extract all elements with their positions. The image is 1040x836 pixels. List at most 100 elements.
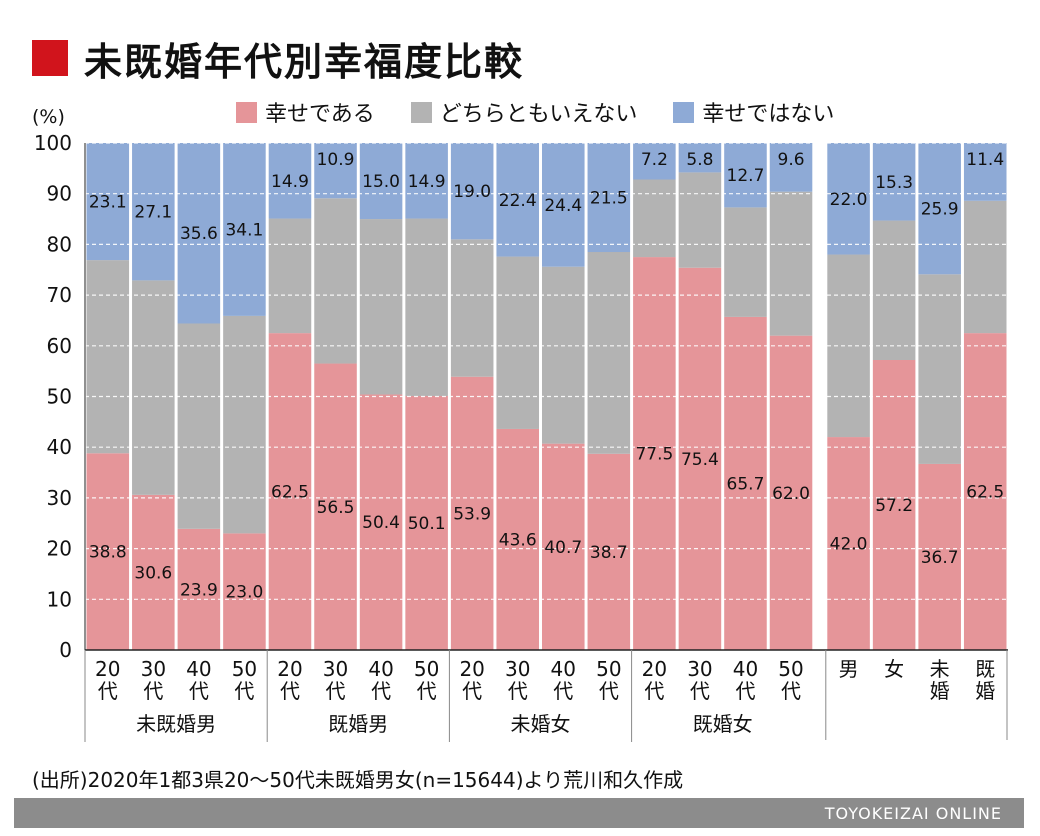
bar-segment-neutral (963, 200, 1007, 334)
y-tick-label: 10 (47, 587, 72, 611)
data-label-happy: 62.0 (772, 484, 810, 504)
data-label-unhappy: 23.1 (89, 193, 127, 213)
x-tick-label: 代 (462, 679, 482, 703)
data-label-unhappy: 35.6 (180, 224, 218, 244)
data-label-happy: 42.0 (830, 535, 868, 555)
x-tick-label: 20 (277, 657, 302, 681)
y-tick-label: 90 (47, 182, 72, 206)
bar-segment-neutral (450, 239, 494, 377)
bar-segment-happy (314, 363, 357, 650)
y-tick-label: 20 (47, 537, 72, 561)
x-tick-label: 代 (143, 679, 163, 703)
x-tick-label: 婚 (975, 679, 995, 703)
y-tick-label: 80 (47, 232, 72, 256)
bar-segment-unhappy (405, 143, 448, 219)
data-label-unhappy: 12.7 (727, 166, 765, 186)
bar-segment-neutral (268, 218, 312, 334)
bar-segment-unhappy (132, 143, 175, 281)
data-label-happy: 50.1 (408, 514, 446, 534)
bar-segment-happy (769, 335, 813, 650)
x-tick-label: 代 (644, 679, 664, 703)
title-block: 未既婚年代別幸福度比較 (32, 34, 524, 84)
legend-label-unhappy: 幸せではない (702, 102, 835, 127)
bar-segment-happy (827, 437, 870, 650)
data-label-unhappy: 7.2 (641, 150, 668, 170)
bar-segment-happy (963, 333, 1007, 650)
x-tick-label: 代 (508, 679, 528, 703)
legend-item-unhappy: 幸せではない (673, 96, 834, 128)
x-tick-label: 代 (735, 679, 755, 703)
data-label-happy: 30.6 (134, 563, 172, 583)
data-label-happy: 53.9 (453, 504, 491, 524)
x-tick-label: 代 (781, 679, 801, 703)
bar-segment-happy (587, 453, 631, 650)
bar-segment-neutral (678, 172, 722, 268)
data-label-unhappy: 9.6 (778, 150, 805, 170)
legend-item-neutral: どちらともいえない (410, 96, 637, 128)
bar-segment-unhappy (223, 143, 266, 316)
x-tick-label: 婚 (930, 679, 950, 703)
x-tick-label: 40 (368, 657, 393, 681)
x-tick-label: 代 (280, 679, 300, 703)
bar-segment-happy (724, 316, 767, 650)
group-label: 未婚女 (511, 712, 571, 736)
bar-segment-neutral (542, 266, 585, 444)
bar-segment-unhappy (314, 143, 357, 199)
bar-segment-happy (496, 428, 539, 650)
bar-segment-neutral (86, 260, 130, 454)
data-label-unhappy: 19.0 (453, 182, 491, 202)
x-tick-label: 40 (733, 657, 758, 681)
group-label: 未既婚男 (136, 712, 216, 736)
data-label-unhappy: 24.4 (544, 196, 582, 216)
bar-segment-neutral (769, 191, 813, 336)
bar-segment-neutral (587, 252, 631, 454)
footer-bar: TOYOKEIZAI ONLINE (14, 798, 1024, 828)
bar-segment-unhappy (359, 143, 403, 220)
title-marker (32, 40, 68, 76)
x-tick-label: 30 (141, 657, 166, 681)
data-label-happy: 43.6 (499, 530, 537, 550)
x-tick-label: 50 (778, 657, 803, 681)
bar-segment-happy (223, 533, 266, 650)
group-label: 既婚女 (693, 712, 753, 736)
legend-swatch-unhappy (673, 101, 695, 123)
data-label-happy: 38.8 (89, 543, 127, 563)
bar-segment-unhappy (86, 143, 130, 261)
bar-segment-happy (872, 359, 916, 650)
x-tick-label: 既 (975, 657, 995, 681)
data-label-happy: 40.7 (544, 538, 582, 558)
data-label-unhappy: 14.9 (408, 172, 446, 192)
x-tick-label: 30 (505, 657, 530, 681)
bar-segment-neutral (314, 198, 357, 364)
data-label-unhappy: 14.9 (271, 172, 309, 192)
data-label-happy: 36.7 (921, 548, 959, 568)
x-tick-label: 未 (930, 657, 950, 681)
data-label-happy: 62.5 (271, 483, 309, 503)
y-tick-label: 70 (47, 283, 72, 307)
bar-segment-unhappy (963, 143, 1007, 201)
chart-title: 未既婚年代別幸福度比較 (84, 39, 525, 84)
data-label-happy: 65.7 (727, 474, 765, 494)
data-label-unhappy: 27.1 (134, 203, 172, 223)
bar-segment-happy (542, 443, 585, 650)
y-tick-label: 0 (59, 638, 72, 662)
footer-brand: TOYOKEIZAI ONLINE (824, 804, 1002, 823)
bar-segment-neutral (918, 274, 961, 464)
data-label-unhappy: 11.4 (966, 150, 1004, 170)
y-tick-label: 40 (47, 435, 72, 459)
bar-segment-neutral (359, 219, 403, 395)
data-label-happy: 50.4 (362, 513, 400, 533)
data-label-happy: 62.5 (966, 483, 1004, 503)
x-tick-label: 30 (323, 657, 348, 681)
data-label-unhappy: 21.5 (590, 189, 628, 209)
x-tick-label: 代 (553, 679, 573, 703)
x-tick-label: 50 (414, 657, 439, 681)
data-label-happy: 57.2 (875, 496, 913, 516)
bar-segment-neutral (405, 218, 448, 396)
y-tick-label: 30 (47, 486, 72, 510)
x-tick-label: 代 (599, 679, 619, 703)
x-tick-label: 代 (326, 679, 346, 703)
bar-segment-unhappy (450, 143, 494, 240)
bar-segment-neutral (223, 315, 266, 534)
x-tick-label: 40 (551, 657, 576, 681)
